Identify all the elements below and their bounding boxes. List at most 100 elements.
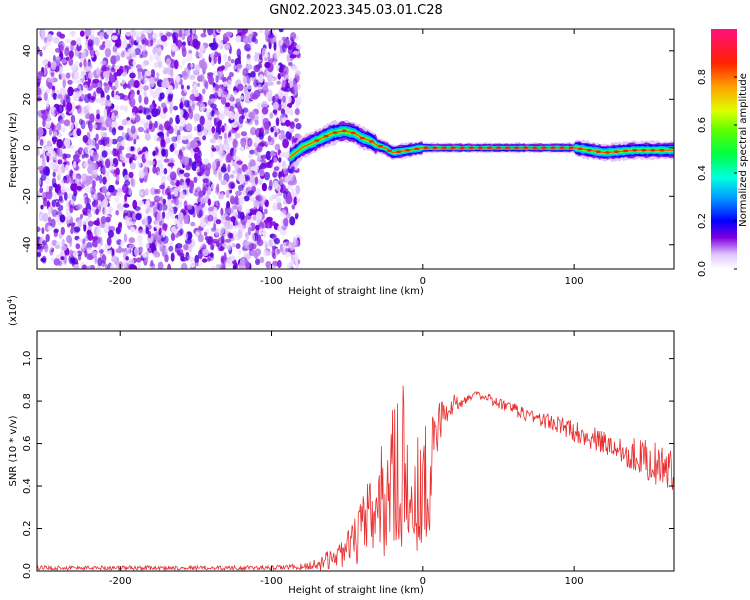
noise-blob [295,122,302,130]
noise-blob [74,178,80,185]
noise-blob [234,132,241,139]
noise-blob [122,65,129,72]
noise-blob [234,121,241,126]
noise-blob [131,219,136,225]
noise-blob [273,50,280,60]
noise-blob [163,41,168,47]
noise-blob [195,231,200,237]
noise-blob [164,254,169,263]
noise-blob [104,47,111,58]
noise-blob [210,183,216,190]
noise-blob [236,63,243,69]
noise-blob [84,196,90,206]
noise-blob [212,87,216,94]
noise-blob [228,181,236,190]
noise-blob [233,225,239,230]
noise-blob [150,39,154,47]
noise-blob [208,75,214,85]
noise-blob [74,60,79,67]
noise-blob [238,195,245,205]
noise-blob [47,77,54,83]
noise-blob [193,137,199,142]
noise-blob [112,235,120,241]
ridge-peak-dot [459,146,465,150]
noise-blob [186,204,193,210]
noise-blob [269,196,274,202]
noise-blob [188,49,192,54]
noise-blob [87,159,92,165]
noise-blob [124,193,128,202]
noise-blob [211,42,218,51]
noise-blob [99,60,107,66]
noise-blob [273,180,279,190]
noise-blob [254,176,259,185]
top-x-tick-label: 100 [565,276,584,287]
noise-blob [64,47,70,57]
colorbar-tick-label: 0.6 [697,117,708,133]
noise-blob [67,79,73,85]
noise-blob [169,240,174,246]
noise-blob [226,245,232,251]
noise-blob [225,31,233,37]
noise-blob [88,122,93,132]
noise-blob [156,137,162,142]
noise-blob [247,137,253,147]
noise-blob [164,120,171,131]
noise-blob [289,260,295,266]
noise-blob [123,174,130,180]
noise-blob [102,176,107,185]
snr-panel: -200 -100 0 100 0.0 0.2 0.4 0.6 0.8 1.0 Height of… [6,295,675,596]
noise-blob [200,196,207,204]
noise-blob [151,32,158,39]
noise-blob [223,139,228,145]
noise-blob [258,179,263,185]
noise-blob [45,185,50,192]
noise-blob [264,29,270,37]
noise-blob [183,200,188,209]
top-x-axis-label: Height of straight line (km) [288,286,424,297]
noise-blob [208,122,213,128]
noise-blob [207,185,211,196]
noise-blob [66,132,73,137]
noise-blob [273,41,277,51]
ridge-peak-dot [614,150,619,153]
noise-blob [202,182,206,192]
noise-blob [150,187,156,196]
noise-blob [61,127,66,133]
noise-blob [143,122,150,130]
noise-blob [247,190,255,195]
noise-blob [37,96,42,102]
noise-blob [211,147,217,152]
noise-blob [59,104,63,113]
noise-blob [211,126,216,134]
noise-blob [189,180,195,190]
colorbar-tick-label: 0.4 [697,165,708,181]
noise-blob [210,103,217,109]
noise-blob [203,126,208,136]
noise-blob [220,86,225,92]
noise-blob [249,197,257,202]
noise-blob [115,167,120,176]
noise-blob [50,60,57,71]
noise-blob [245,91,250,100]
noise-blob [213,117,217,123]
noise-blob [107,229,114,238]
noise-blob [121,259,128,269]
noise-blob [175,233,179,239]
noise-blob [159,184,166,190]
noise-blob [265,91,273,100]
noise-blob [247,118,251,123]
noise-blob [86,229,92,235]
noise-blob [199,103,206,113]
noise-blob [37,148,40,157]
noise-blob [94,235,98,241]
noise-blob [213,54,217,64]
noise-blob [177,248,184,256]
noise-blob [256,144,263,153]
noise-blob [192,211,196,218]
noise-blob [286,54,291,63]
noise-blob [39,154,44,159]
noise-blob [289,109,294,116]
noise-blob [86,208,91,215]
